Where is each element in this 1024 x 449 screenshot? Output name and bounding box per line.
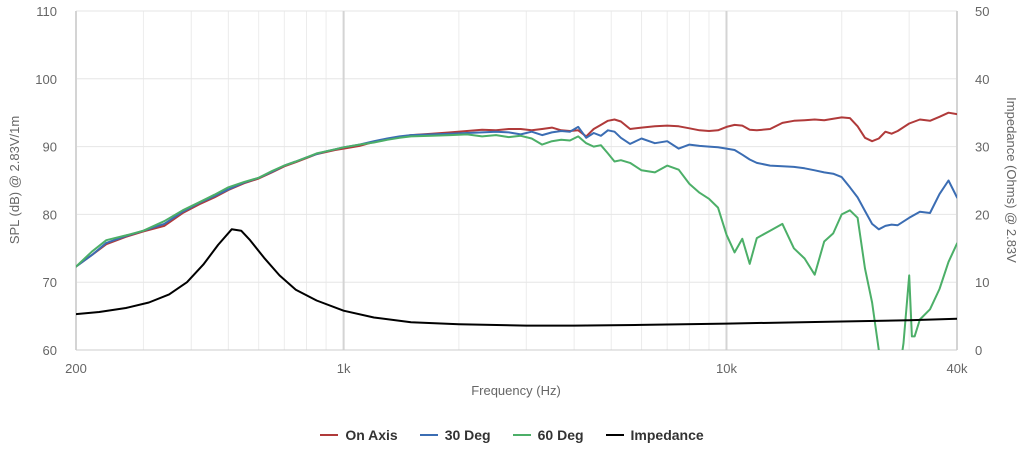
y-tick-label: 90 bbox=[43, 140, 57, 155]
legend-item-30-deg[interactable]: 30 Deg bbox=[419, 424, 491, 446]
legend-swatch bbox=[605, 434, 624, 436]
legend: On Axis 30 Deg 60 Deg Impedance bbox=[0, 424, 1024, 446]
x-tick-label: 200 bbox=[65, 361, 87, 376]
y2-tick-label: 50 bbox=[975, 4, 989, 19]
legend-label: On Axis bbox=[345, 427, 398, 443]
legend-label: 30 Deg bbox=[444, 427, 491, 443]
series-line-impedance bbox=[76, 228, 957, 327]
series-layer bbox=[76, 111, 957, 350]
frequency-response-chart: 200 1k 10k 40k 60 70 80 90 100 110 0 10 20 30 40 50 Fre… bbox=[7, 4, 1019, 398]
y-tick-label: 70 bbox=[43, 275, 57, 290]
legend-swatch bbox=[419, 434, 438, 436]
y2-tick-label: 0 bbox=[975, 343, 982, 358]
legend-item-60-deg[interactable]: 60 Deg bbox=[512, 424, 584, 446]
x-tick-label: 1k bbox=[337, 361, 351, 376]
y-tick-label: 80 bbox=[43, 207, 57, 222]
y2-tick-label: 20 bbox=[975, 207, 989, 222]
legend-label: 60 Deg bbox=[537, 427, 584, 443]
tick-labels: 200 1k 10k 40k 60 70 80 90 100 110 0 10 20 30 40 50 bbox=[35, 4, 989, 376]
y-tick-label: 60 bbox=[43, 343, 57, 358]
legend-label: Impedance bbox=[630, 427, 704, 443]
series-line-60-deg bbox=[76, 133, 957, 350]
y-axis-title: SPL (dB) @ 2.83V/1m bbox=[7, 116, 22, 244]
legend-swatch bbox=[512, 434, 531, 436]
x-axis-title: Frequency (Hz) bbox=[471, 383, 561, 398]
legend-item-on-axis[interactable]: On Axis bbox=[320, 424, 398, 446]
grid bbox=[75, 10, 958, 351]
y2-axis-title: Impedance (Ohms) @ 2.83V bbox=[1004, 97, 1019, 263]
y-tick-label: 110 bbox=[36, 4, 57, 19]
y-tick-label: 100 bbox=[35, 72, 57, 87]
legend-item-impedance[interactable]: Impedance bbox=[605, 424, 704, 446]
y2-tick-label: 10 bbox=[975, 275, 989, 290]
y2-tick-label: 30 bbox=[975, 140, 989, 155]
legend-swatch bbox=[320, 434, 339, 436]
x-tick-label: 40k bbox=[947, 361, 968, 376]
x-tick-label: 10k bbox=[716, 361, 737, 376]
y2-tick-label: 40 bbox=[975, 72, 989, 87]
